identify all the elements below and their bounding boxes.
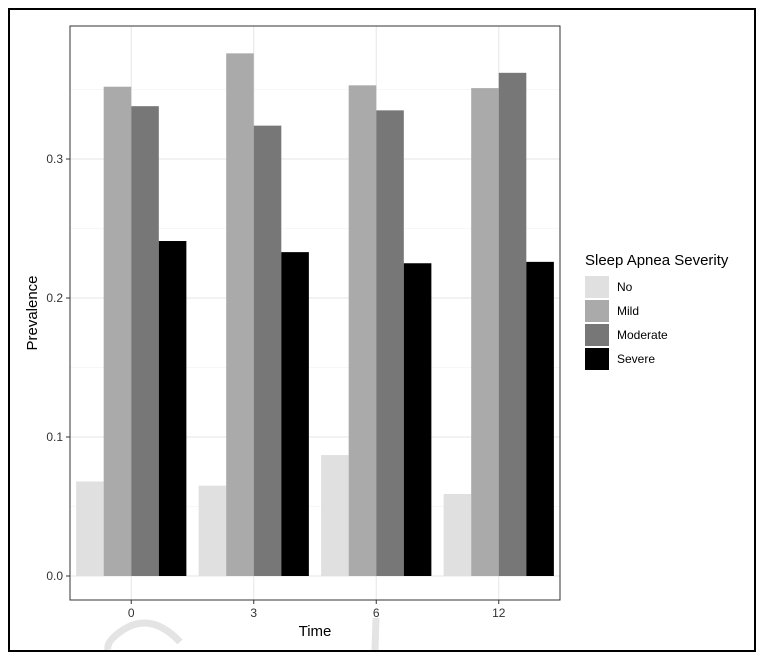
legend-key-mild — [585, 300, 609, 322]
bar-mild-time-0 — [103, 86, 132, 576]
figure-frame: 0.0 0.1 0.2 0.3 0 3 6 12 Time Prevalence Sleep … — [8, 8, 756, 652]
axes: 0.0 0.1 0.2 0.3 0 3 6 12 — [46, 152, 505, 620]
x-tick-label: 12 — [492, 606, 506, 620]
x-axis-title: Time — [299, 623, 332, 640]
y-tick-label: 0.0 — [46, 569, 63, 583]
bar-mild-time-12 — [471, 88, 499, 577]
bar-moderate-time-3 — [253, 125, 282, 576]
bar-mild-time-3 — [226, 53, 254, 577]
bar-no-time-3 — [198, 485, 227, 576]
bar-severe-time-12 — [526, 261, 554, 576]
x-tick-label: 6 — [373, 606, 380, 620]
legend-key-severe — [585, 348, 609, 370]
bar-moderate-time-12 — [498, 72, 527, 576]
bar-severe-time-3 — [281, 252, 309, 576]
y-tick-label: 0.1 — [46, 430, 63, 444]
bar-moderate-time-6 — [376, 110, 404, 576]
bars — [76, 53, 554, 577]
bar-moderate-time-0 — [131, 106, 159, 577]
legend-key-moderate — [585, 324, 609, 346]
plot-panel-border — [69, 25, 561, 601]
watermark-logo — [104, 617, 380, 650]
bar-severe-time-0 — [158, 241, 187, 576]
bar-no-time-6 — [321, 455, 349, 576]
x-tick-label: 0 — [128, 606, 135, 620]
bar-chart: 0.0 0.1 0.2 0.3 0 3 6 12 Time Prevalence Sleep … — [24, 25, 729, 640]
legend-key-no — [585, 276, 609, 298]
legend-title: Sleep Apnea Severity — [585, 252, 729, 269]
y-tick-label: 0.2 — [46, 291, 63, 305]
legend-label-moderate: Moderate — [617, 328, 668, 342]
legend-label-severe: Severe — [617, 352, 655, 366]
x-tick-label: 3 — [250, 606, 257, 620]
legend-label-mild: Mild — [617, 304, 639, 318]
bar-severe-time-6 — [403, 263, 432, 576]
bar-no-time-12 — [443, 493, 472, 576]
legend-label-no: No — [617, 280, 633, 294]
bar-mild-time-6 — [348, 85, 377, 576]
y-tick-label: 0.3 — [46, 152, 63, 166]
bar-no-time-0 — [76, 481, 104, 576]
legend: Sleep Apnea Severity No Mild Moderate Sever… — [585, 252, 729, 370]
y-axis-title: Prevalence — [24, 275, 41, 350]
